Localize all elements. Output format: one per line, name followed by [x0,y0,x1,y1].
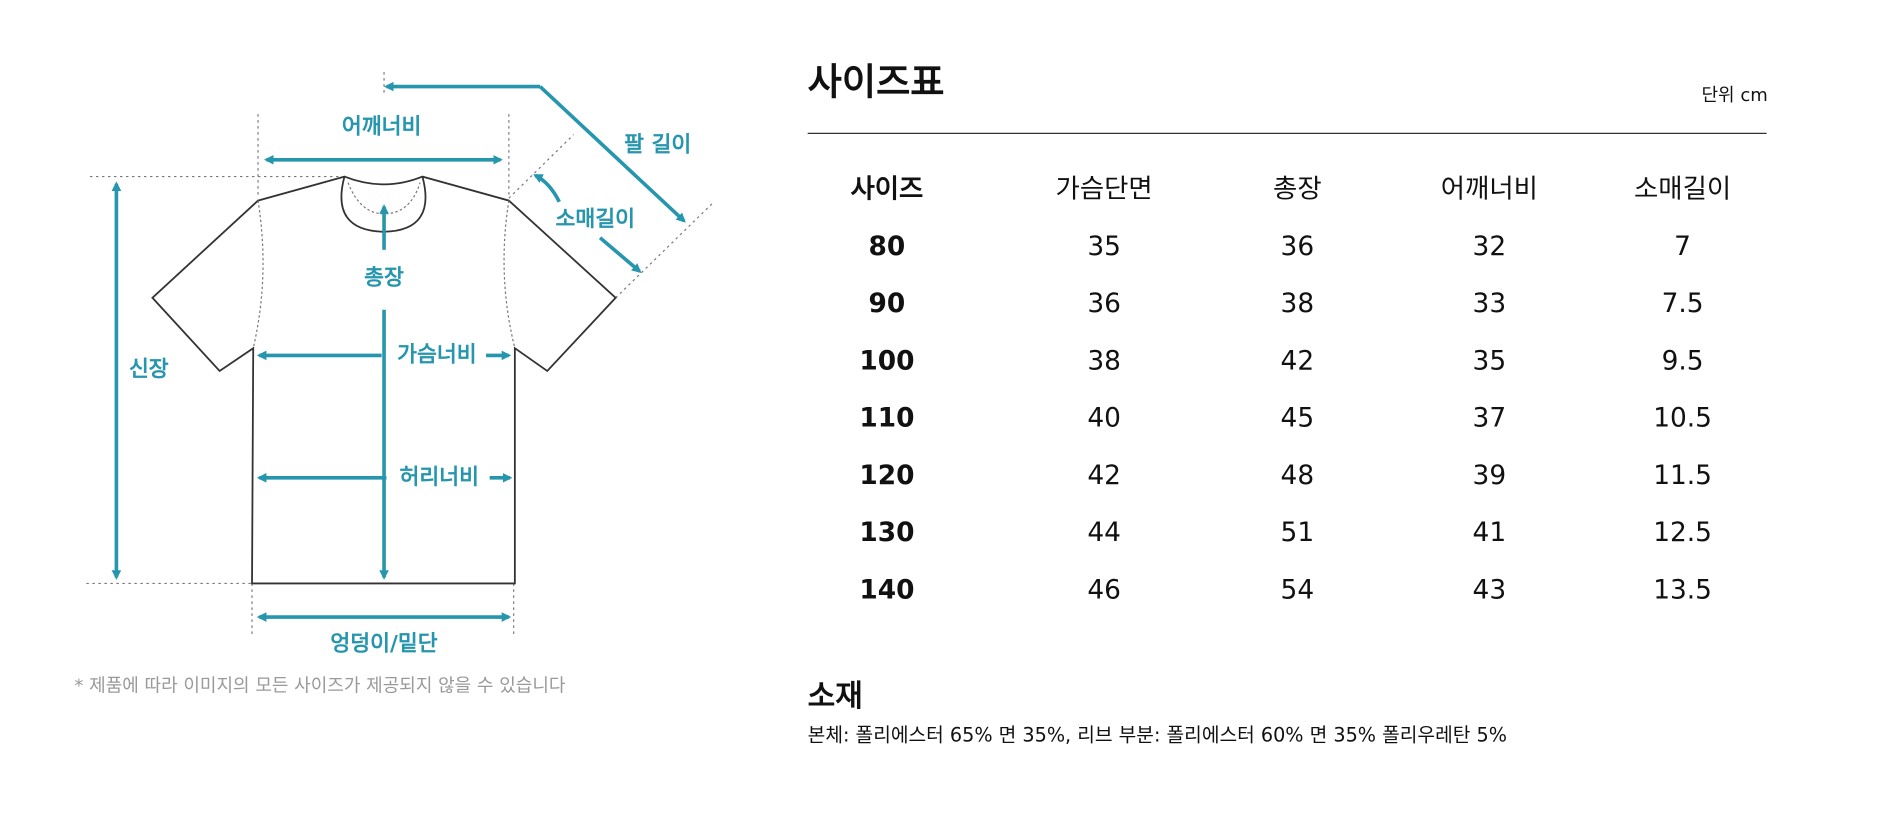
measure-label: 총장 [364,266,404,291]
table-cell: 43 [1473,574,1507,605]
table-cell: 13.5 [1653,574,1712,605]
table-cell: 110 [859,403,914,434]
table-cell: 44 [1087,517,1121,548]
measure-label: 가슴너비 [397,342,476,367]
table-cell: 38 [1087,345,1121,376]
table-cell: 42 [1087,460,1121,491]
table-cell: 39 [1473,460,1507,491]
measure-label: 엉덩이/밑단 [330,632,437,657]
measure-label: 어깨너비 [342,114,421,139]
header-cell: 가슴단면 [1056,173,1153,204]
header-cell: 어깨너비 [1441,173,1538,204]
table-cell: 36 [1087,288,1121,319]
table-cell: 41 [1473,517,1507,548]
table-cell: 130 [859,517,914,548]
table-cell: 10.5 [1653,403,1712,434]
table-cell: 54 [1281,574,1315,605]
table-cell: 36 [1281,231,1315,262]
table-cell: 42 [1281,345,1315,376]
table-cell: 9.5 [1662,345,1704,376]
table-cell: 100 [859,345,914,376]
header-cell: 소매길이 [1634,173,1731,204]
table-cell: 33 [1473,288,1507,319]
table-title: 사이즈표 [808,60,945,104]
table-cell: 38 [1281,288,1315,319]
table-cell: 90 [869,288,906,319]
table-cell: 48 [1281,460,1315,491]
material-title: 소재 [808,679,863,714]
table-cell: 45 [1281,403,1315,434]
material-text: 본체: 폴리에스터 65% 면 35%, 리브 부분: 폴리에스터 60% 면 … [808,723,1507,746]
unit: 단위 cm [1702,85,1768,106]
measure-label: 허리너비 [400,465,479,490]
tshirt-seam [252,182,516,349]
table-cell: 51 [1281,517,1315,548]
table-cell: 7 [1674,231,1691,262]
table-cell: 7.5 [1662,288,1704,319]
table-cell: 80 [869,231,906,262]
table-cell: 140 [859,574,914,605]
measure-label: 팔 길이 [624,132,691,157]
table-cell: 120 [859,460,914,491]
arrows [111,81,686,622]
table-cell: 35 [1087,231,1121,262]
header-cell: 사이즈 [850,173,923,204]
measure-label: 소매길이 [556,207,635,232]
measure-label: 신장 [129,357,169,382]
note: * 제품에 따라 이미지의 모든 사이즈가 제공되지 않을 수 있습니다 [74,676,565,697]
table-cell: 11.5 [1653,460,1712,491]
table-cell: 32 [1473,231,1507,262]
table-cell: 46 [1087,574,1121,605]
table-cell: 37 [1473,403,1507,434]
diagram [86,72,715,637]
table-cell: 35 [1473,345,1507,376]
table-cell: 40 [1087,403,1121,434]
table-cell: 12.5 [1653,517,1712,548]
header-cell: 총장 [1273,173,1322,204]
